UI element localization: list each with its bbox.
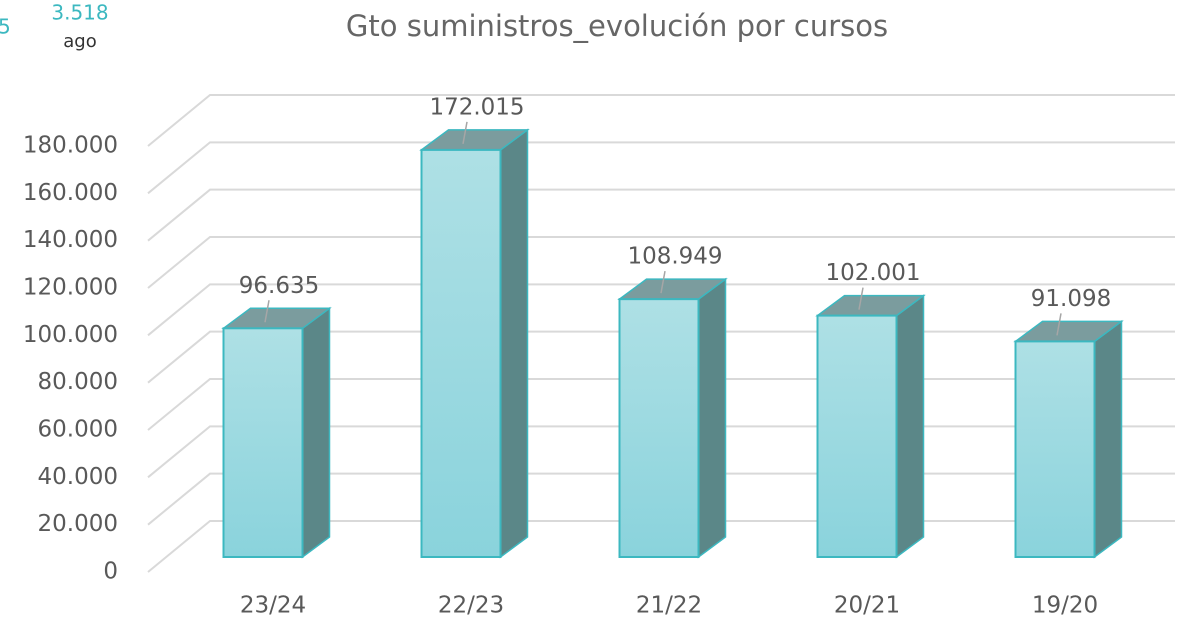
clipped-value: 5	[0, 15, 11, 39]
x-tick-label: 20/21	[834, 593, 900, 619]
data-label: 91.098	[1031, 286, 1111, 312]
y-tick-label: 120.000	[23, 275, 118, 301]
y-tick-label: 100.000	[23, 322, 118, 348]
bar	[815, 294, 926, 559]
y-tick-label: 140.000	[23, 227, 118, 253]
grid-line	[147, 283, 1175, 337]
leader-line	[462, 121, 468, 145]
x-tick-label: 19/20	[1032, 593, 1098, 619]
y-tick-label: 180.000	[23, 133, 118, 159]
clipped-value: 3.518	[51, 1, 108, 25]
bar-side	[301, 306, 331, 559]
bar-side	[499, 128, 529, 559]
grid-line	[147, 188, 1175, 242]
y-tick-label: 80.000	[38, 369, 118, 395]
bar	[617, 277, 728, 559]
grid-line	[147, 94, 1175, 147]
bar-front	[1014, 340, 1096, 558]
bar-front	[618, 298, 700, 558]
y-tick-label: 20.000	[38, 511, 118, 537]
y-tick-label: 160.000	[23, 180, 118, 206]
y-tick-label: 60.000	[38, 417, 118, 443]
data-label: 96.635	[239, 273, 319, 299]
bar-front	[222, 327, 304, 559]
bar-side	[895, 294, 925, 559]
bar	[1013, 319, 1124, 559]
data-label: 102.001	[825, 260, 920, 286]
y-tick-label: 40.000	[38, 464, 118, 490]
x-tick-label: 22/23	[438, 593, 504, 619]
y-tick-label: 0	[103, 559, 118, 585]
data-label: 108.949	[627, 244, 722, 270]
bar	[221, 306, 332, 559]
x-tick-label: 23/24	[240, 593, 306, 619]
clipped-label: ago	[63, 31, 96, 52]
leader-line	[858, 287, 864, 310]
x-tick-label: 21/22	[636, 593, 702, 619]
leader-line	[660, 271, 666, 294]
leader-line	[264, 300, 270, 323]
data-label: 172.015	[429, 94, 524, 120]
leader-line	[1056, 313, 1062, 336]
bar-front	[816, 314, 898, 558]
grid-line	[147, 141, 1175, 195]
bar-front	[420, 148, 502, 558]
bar-side	[1093, 319, 1123, 559]
bar	[419, 128, 530, 559]
chart-title: Gto suministros_evolución por cursos	[346, 9, 888, 43]
grid-line	[147, 236, 1175, 289]
bar-side	[697, 277, 727, 559]
